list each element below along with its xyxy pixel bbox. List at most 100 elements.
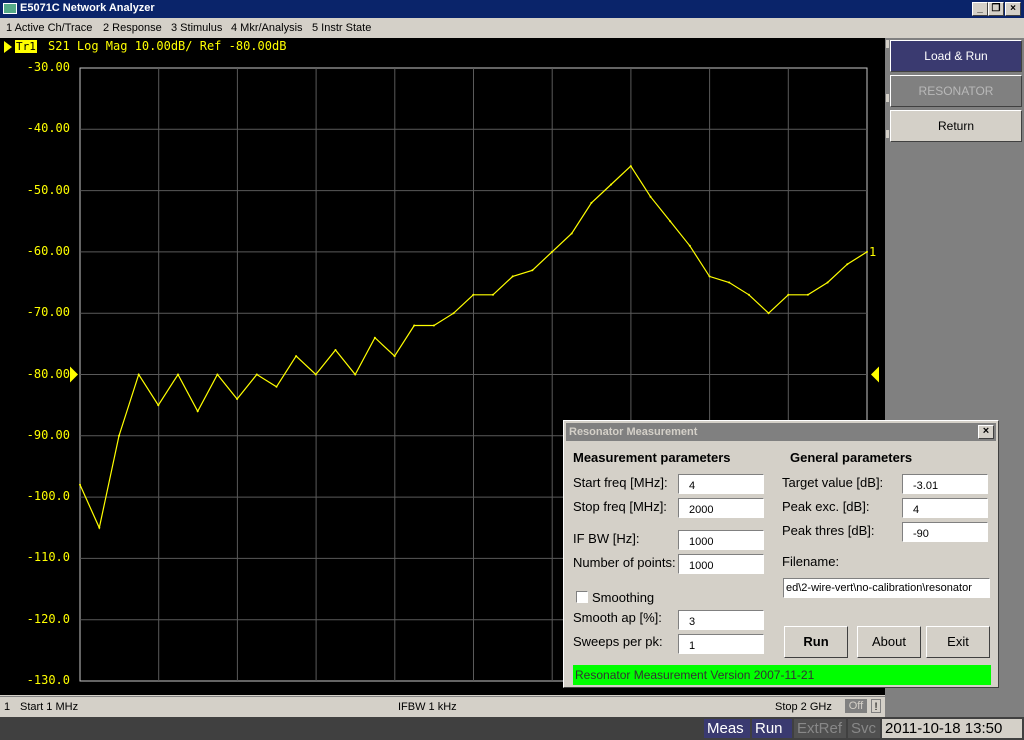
trace-point	[649, 195, 652, 198]
menu-mkr-analysis[interactable]: 4 Mkr/Analysis	[231, 22, 303, 34]
warning-icon: !	[871, 699, 881, 713]
version-status-bar: Resonator Measurement Version 2007-11-21	[573, 665, 991, 685]
trace-point	[118, 434, 120, 437]
close-button[interactable]: ×	[1005, 2, 1021, 16]
trace-point	[472, 293, 475, 296]
peak-thres-input[interactable]	[902, 522, 988, 542]
trace-point	[767, 312, 770, 315]
window-title: E5071C Network Analyzer	[20, 2, 155, 14]
sweeps-label: Sweeps per pk:	[573, 634, 663, 649]
trace-point	[570, 232, 573, 235]
y-tick-label: -60.00	[26, 243, 70, 258]
y-tick-label: -110.0	[26, 550, 70, 565]
ifbw-label: IF BW [Hz]:	[573, 531, 640, 546]
trace-point	[747, 293, 750, 296]
extref-indicator: ExtRef	[794, 719, 846, 738]
trace-point	[79, 483, 81, 486]
smoothing-checkbox[interactable]	[576, 591, 588, 603]
trace-point	[787, 293, 790, 296]
y-tick-label: -90.00	[26, 427, 70, 442]
trace-point	[334, 349, 337, 351]
svc-indicator: Svc	[848, 719, 880, 738]
trace-display[interactable]: 1 Tr1 S21 Log Mag 10.00dB/ Ref -80.00dB …	[0, 38, 885, 695]
ifbw-input[interactable]	[678, 530, 764, 550]
softkey-return[interactable]: Return	[890, 110, 1022, 142]
menu-bar: 1 Active Ch/Trace 2 Response 3 Stimulus …	[0, 18, 1024, 38]
meas-indicator: Meas	[704, 719, 750, 738]
instrument-status-bar: Meas Run ExtRef Svc 2011-10-18 13:50	[0, 717, 1024, 740]
general-params-header: General parameters	[790, 450, 913, 465]
minimize-button[interactable]: _	[972, 2, 988, 16]
start-freq-input[interactable]	[678, 474, 764, 494]
ref-level-left-arrow-icon	[70, 366, 78, 383]
resonator-dialog: Resonator Measurement × Measurement para…	[563, 420, 999, 688]
menu-active-ch-trace[interactable]: 1 Active Ch/Trace	[6, 22, 93, 34]
measurement-params-header: Measurement parameters	[573, 450, 731, 465]
trace-id-badge[interactable]: Tr1	[15, 40, 37, 53]
trace-point	[216, 373, 219, 376]
filename-label: Filename:	[782, 554, 840, 569]
smoothing-label: Smoothing	[592, 590, 655, 605]
y-tick-label: -50.00	[26, 182, 70, 197]
trace-point	[492, 293, 494, 296]
trace-point	[157, 404, 160, 407]
start-frequency[interactable]: Start 1 MHz	[20, 701, 79, 713]
trace-header: Tr1 S21 Log Mag 10.00dB/ Ref -80.00dB	[0, 38, 885, 56]
dialog-close-icon[interactable]: ×	[978, 425, 994, 439]
trace-point	[846, 263, 849, 266]
y-tick-label: -130.0	[26, 673, 70, 687]
trace-point	[629, 165, 632, 168]
smooth-ap-input[interactable]	[678, 610, 764, 630]
window-title-bar: E5071C Network Analyzer _ ❐ ×	[0, 0, 1024, 18]
y-tick-label: -120.0	[26, 611, 70, 626]
filename-input[interactable]: ed\2-wire-vert\no-calibration\resonator	[783, 578, 990, 598]
menu-instr-state[interactable]: 5 Instr State	[312, 22, 372, 34]
trace-point	[531, 269, 534, 272]
points-input[interactable]	[678, 554, 764, 574]
trace-point	[354, 373, 357, 376]
trace-point	[728, 281, 731, 284]
panel-notch	[886, 40, 889, 48]
points-label: Number of points:	[573, 555, 676, 570]
ifbw-value[interactable]: IFBW 1 kHz	[398, 701, 457, 713]
date-time: 2011-10-18 13:50	[882, 719, 1022, 738]
exit-button[interactable]: Exit	[926, 626, 990, 658]
trace-point	[610, 183, 613, 186]
trace-point	[373, 336, 376, 339]
y-tick-label: -30.00	[26, 60, 70, 74]
about-button[interactable]: About	[857, 626, 921, 658]
trace-point	[866, 250, 868, 253]
trace-point	[137, 373, 140, 376]
peak-exc-input[interactable]	[902, 498, 988, 518]
trace-point	[452, 312, 455, 315]
app-icon	[3, 3, 17, 14]
stop-freq-input[interactable]	[678, 498, 764, 518]
dialog-title-bar[interactable]: Resonator Measurement ×	[566, 423, 996, 441]
peak-thres-label: Peak thres [dB]:	[782, 523, 875, 538]
run-button[interactable]: Run	[784, 626, 848, 658]
target-value-label: Target value [dB]:	[782, 475, 884, 490]
ref-level-right-arrow-icon	[871, 366, 879, 383]
trace-point	[432, 324, 435, 327]
smooth-ap-label: Smooth ap [%]:	[573, 610, 662, 625]
trace-point	[255, 373, 258, 376]
y-tick-label: -40.00	[26, 121, 70, 136]
menu-response[interactable]: 2 Response	[103, 22, 162, 34]
panel-notch	[886, 94, 889, 102]
trace-format-label: S21 Log Mag 10.00dB/ Ref -80.00dB	[48, 39, 287, 53]
dialog-title: Resonator Measurement	[569, 426, 698, 438]
menu-stimulus[interactable]: 3 Stimulus	[171, 22, 223, 34]
sweeps-input[interactable]	[678, 634, 764, 654]
trace-point	[413, 324, 416, 327]
trace-point	[806, 293, 809, 296]
y-tick-label: -70.00	[26, 305, 70, 320]
marker-label: 1	[869, 245, 876, 259]
target-value-input[interactable]	[902, 474, 988, 494]
trace-point	[511, 275, 514, 278]
channel-status-bar: 1 Start 1 MHz IFBW 1 kHz Stop 2 GHz Off …	[0, 696, 885, 717]
trace-point	[196, 410, 199, 413]
softkey-load-run[interactable]: Load & Run	[890, 40, 1022, 72]
stop-freq-label: Stop freq [MHz]:	[573, 499, 667, 514]
restore-button[interactable]: ❐	[988, 2, 1004, 16]
stop-frequency[interactable]: Stop 2 GHz	[775, 701, 832, 713]
